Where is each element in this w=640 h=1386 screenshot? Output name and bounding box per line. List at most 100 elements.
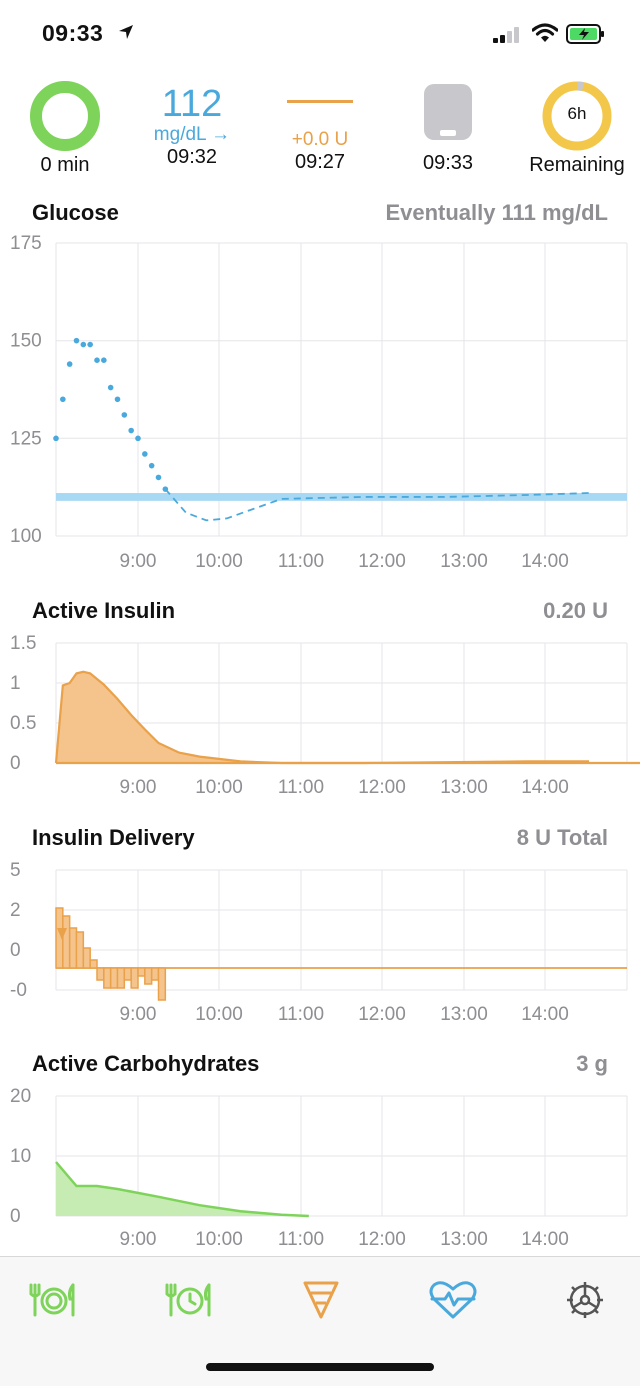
delivery-bar [89, 959, 98, 969]
basal-line [287, 100, 353, 103]
health-heart-icon[interactable] [428, 1279, 478, 1321]
glucose-x-tick-label: 12:00 [358, 551, 406, 572]
glucose-point [101, 357, 107, 363]
insulin-y-tick-label: 1.5 [10, 633, 36, 654]
insulin-x-tick-label: 10:00 [195, 777, 243, 798]
delivery-bar [109, 967, 119, 989]
loop-status-ring-icon [30, 81, 100, 151]
glucose-x-tick-label: 10:00 [195, 551, 243, 572]
reservoir-ring-icon [542, 81, 612, 151]
loop-last-run: 0 min [40, 154, 90, 176]
delivery-bar [116, 967, 126, 989]
active-carbs-chart[interactable]: Active Carbohydrates 3 g 20 10 0 9:00 10:00 1… [0, 1046, 640, 1256]
glucose-point [107, 384, 114, 391]
carbs-x-tick-label: 13:00 [440, 1229, 488, 1250]
reservoir-caption: Remaining [529, 154, 625, 176]
insulin-delivery-plot: 5 2 0 -0 9:00 10:00 11:00 12:00 13:00 14:00 [10, 860, 628, 1025]
glucose-prediction-line [164, 488, 590, 522]
bolus-icon[interactable] [296, 1279, 346, 1321]
delivery-bar [96, 967, 105, 981]
glucose-unit-trend: mg/dL → [153, 124, 231, 145]
glucose-point [142, 451, 148, 457]
insulin-y-tick-label: 0 [10, 753, 21, 774]
insulin-delivery-title: Insulin Delivery [32, 825, 195, 850]
active-insulin-area [56, 671, 589, 763]
current-glucose: 112 [161, 83, 223, 125]
bolus-marker-icon [57, 928, 67, 940]
insulin-x-tick-label: 11:00 [278, 777, 324, 798]
insulin-x-tick-label: 14:00 [521, 777, 569, 798]
active-carbs-title: Active Carbohydrates [32, 1051, 260, 1076]
delivery-bar [82, 947, 91, 969]
glucose-point [73, 337, 80, 344]
active-insulin-plot: 1.5 1 0.5 0 9:00 10:00 11:00 12:00 13:00 14:00 [10, 633, 640, 798]
glucose-chart-title: Glucose [32, 200, 119, 225]
glucose-point [128, 427, 134, 434]
glucose-point [155, 474, 162, 481]
delivery-bar [103, 967, 112, 989]
delivery-bar [157, 967, 167, 1001]
home-indicator [206, 1363, 434, 1371]
delivery-y-tick-label: 5 [10, 860, 21, 881]
active-carbs-line [55, 1161, 309, 1218]
reservoir-hours: 6h [567, 104, 587, 123]
carbs-x-tick-label: 9:00 [120, 1229, 157, 1250]
cellular-signal-icon [493, 27, 519, 43]
delivery-bar [150, 967, 160, 981]
reservoir-status[interactable]: 6h Remaining [522, 78, 632, 177]
basal-delta: +0.0 U [291, 129, 349, 150]
insulin-delivery-chart[interactable]: Insulin Delivery 8 U Total 5 2 0 -0 9:00 10:0… [0, 820, 640, 1035]
glucose-target-range [56, 493, 627, 501]
delivery-bar [137, 967, 146, 977]
glucose-point [87, 341, 93, 348]
delivery-x-tick-label: 11:00 [278, 1004, 324, 1025]
delivery-x-tick-label: 12:00 [358, 1004, 406, 1025]
delivery-bar [75, 931, 85, 969]
delivery-bar [123, 967, 132, 981]
glucose-x-tick-label: 9:00 [120, 551, 157, 572]
glucose-chart[interactable]: Glucose Eventually 111 mg/dL 175 150 125 10… [0, 195, 640, 580]
delivery-y-tick-label: 2 [10, 900, 21, 921]
active-insulin-title: Active Insulin [32, 598, 176, 623]
add-carbs-absorption-icon[interactable] [164, 1279, 214, 1321]
glucose-y-tick-label: 175 [10, 235, 42, 254]
wifi-icon [532, 23, 558, 42]
insulin-x-tick-label: 13:00 [440, 777, 488, 798]
carbs-y-tick-label: 10 [10, 1146, 31, 1167]
status-bar: 09:33 [0, 0, 640, 70]
delivery-bar [62, 915, 71, 969]
delivery-x-tick-label: 10:00 [195, 1004, 243, 1025]
delivery-x-tick-label: 9:00 [120, 1004, 157, 1025]
pump-pod-icon [424, 84, 472, 140]
glucose-time: 09:32 [166, 146, 218, 168]
glucose-point [114, 396, 121, 403]
insulin-y-tick-label: 0.5 [10, 713, 36, 734]
glucose-point [53, 435, 59, 442]
glucose-status[interactable]: 112 mg/dL → 09:32 [140, 84, 244, 169]
glucose-x-tick-label: 11:00 [278, 551, 324, 572]
basal-time: 09:27 [294, 151, 346, 173]
insulin-x-tick-label: 9:00 [120, 777, 157, 798]
glucose-point [135, 435, 141, 442]
delivery-bar [130, 967, 139, 989]
delivery-x-tick-label: 14:00 [521, 1004, 569, 1025]
insulin-x-tick-label: 12:00 [358, 777, 406, 798]
active-carbs-plot: 20 10 0 9:00 10:00 11:00 12:00 13:00 14:00 [10, 1086, 628, 1250]
glucose-eventual: Eventually 111 mg/dL [385, 200, 608, 225]
loop-status[interactable]: 0 min [25, 78, 105, 177]
glucose-point [94, 357, 100, 363]
delivery-x-tick-label: 13:00 [440, 1004, 488, 1025]
basal-status[interactable]: +0.0 U 09:27 [270, 96, 370, 174]
glucose-y-tick-label: 150 [10, 331, 42, 352]
carbs-y-tick-label: 20 [10, 1086, 31, 1107]
glucose-plot: 175 150 125 100 9:00 10:00 11:00 12:00 13:00 14:0… [10, 235, 628, 572]
active-insulin-chart[interactable]: Active Insulin 0.20 U 1.5 1 0.5 0 9:00 10:00 1… [0, 593, 640, 808]
add-carbs-icon[interactable] [28, 1279, 78, 1321]
hud: 0 min 112 mg/dL → 09:32 +0.0 U 09:27 09:… [0, 78, 640, 188]
insulin-y-tick-label: 1 [10, 673, 21, 694]
carbs-x-tick-label: 10:00 [195, 1229, 243, 1250]
settings-gear-icon[interactable] [560, 1279, 610, 1321]
glucose-x-tick-label: 13:00 [440, 551, 488, 572]
glucose-point [121, 412, 128, 418]
pump-status[interactable]: 09:33 [400, 82, 496, 175]
